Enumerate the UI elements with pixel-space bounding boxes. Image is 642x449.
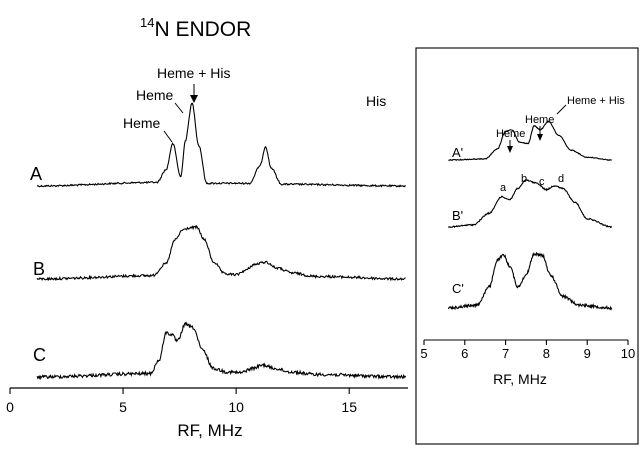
main-spectrum-panel: 0 5 10 15 RF, MHz A B C Heme + His Heme Hem… (6, 65, 408, 440)
inset-annotation-heme-left: Heme (496, 128, 525, 140)
main-x-ticks: 0 5 10 15 (6, 388, 357, 415)
inset-frame (415, 47, 639, 445)
trace-label-a: A (30, 164, 42, 184)
spectrum-trace-main-1 (36, 224, 406, 282)
x-tick-label-0-3: 15 (341, 399, 357, 415)
inset-arrowhead-heme-right (537, 134, 543, 141)
x-tick-label-1-3: 8 (543, 346, 550, 361)
pointer-heme-upper (174, 102, 184, 114)
inset-pointer-heme-his (556, 104, 567, 115)
inset-x-ticks: 5 6 7 8 9 10 (420, 340, 635, 361)
inset-annotation-heme-his: Heme + His (567, 95, 625, 107)
trace-label-b: B (33, 259, 45, 279)
figure-title: 14N ENDOR (140, 15, 251, 41)
arrowhead-heme-his (190, 95, 198, 103)
main-x-axis-title: RF, MHz (177, 421, 242, 440)
title-text: N ENDOR (154, 18, 251, 41)
inset-annotation-heme-right: Heme (525, 114, 554, 126)
inset-peak-label-d: d (558, 173, 564, 185)
inset-spectrum-panel: 5 6 7 8 9 10 RF, MHz A' B' C' Heme + His Heme… (415, 47, 639, 445)
x-tick-label-0-1: 5 (119, 399, 127, 415)
spectrum-trace-inset-1 (448, 179, 613, 229)
spectrum-trace-inset-2 (447, 251, 613, 311)
inset-x-axis-title: RF, MHz (493, 371, 547, 387)
title-superscript: 14 (140, 15, 154, 30)
inset-peak-label-a: a (500, 182, 507, 194)
inset-label-c-prime: C' (452, 281, 464, 296)
inset-peak-label-c: c (539, 176, 545, 188)
x-tick-label-1-4: 9 (584, 346, 591, 361)
x-tick-label-1-1: 6 (461, 346, 468, 361)
x-tick-label-1-2: 7 (502, 346, 509, 361)
annotation-his: His (366, 93, 386, 109)
inset-label-a-prime: A' (452, 145, 463, 160)
spectrum-trace-main-2 (36, 321, 407, 381)
spectrum-trace-main-0 (36, 102, 407, 188)
annotation-heme-his: Heme + His (157, 65, 231, 81)
x-tick-label-0-2: 10 (228, 399, 244, 415)
annotation-heme-lower: Heme (123, 115, 161, 131)
x-tick-label-1-0: 5 (420, 346, 427, 361)
inset-peak-label-b: b (521, 173, 527, 185)
trace-label-c: C (33, 345, 46, 365)
spectrum-trace-inset-0 (448, 120, 613, 162)
inset-traces (447, 120, 613, 311)
pointer-heme-lower (163, 130, 173, 143)
inset-label-b-prime: B' (452, 208, 463, 223)
main-traces (36, 102, 407, 381)
inset-arrowhead-heme-left (507, 146, 513, 153)
x-tick-label-0-0: 0 (6, 399, 14, 415)
annotation-heme-upper: Heme (136, 87, 174, 103)
x-tick-label-1-5: 10 (621, 346, 635, 361)
